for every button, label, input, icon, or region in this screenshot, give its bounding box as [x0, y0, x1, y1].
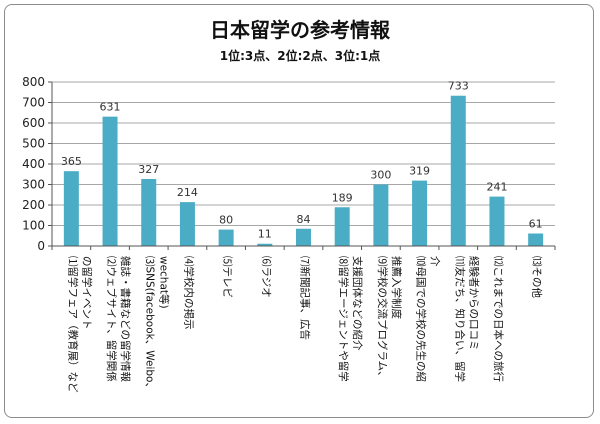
x-tick-label: ⑶SNS(facebook、Weibo、	[144, 256, 157, 393]
x-tick-label: 支援団体などの紹介	[351, 256, 364, 351]
x-tick-label: wechat等)	[158, 256, 171, 309]
bar	[218, 229, 234, 246]
data-label: 80	[219, 214, 233, 227]
y-tick-label: 0	[37, 239, 45, 253]
x-tick-label: 経験者からの口コミ	[467, 256, 480, 351]
y-tick-label: 800	[22, 75, 45, 89]
bar	[450, 95, 466, 246]
bar	[141, 178, 157, 246]
y-tick-label: 600	[22, 116, 45, 130]
bar	[489, 196, 505, 246]
x-tick-label: ⑷学校内の掲示	[182, 256, 195, 330]
y-tick-label: 300	[22, 178, 45, 192]
bar	[102, 116, 118, 247]
data-label: 11	[258, 228, 272, 241]
x-tick-label: の留学イベント	[80, 256, 93, 330]
data-label: 300	[370, 169, 391, 182]
y-tick-label: 500	[22, 137, 45, 151]
data-label: 214	[177, 186, 198, 199]
x-tick-label: ⑻留学エージェントや留学	[337, 256, 350, 382]
x-tick-label: 推薦入学制度	[390, 256, 403, 319]
x-tick-label: ⑹ラジオ	[260, 256, 273, 298]
x-tick-label: 介	[429, 256, 441, 267]
bar	[179, 202, 195, 246]
data-label: 189	[332, 191, 353, 204]
data-label: 84	[297, 213, 311, 226]
bar	[528, 233, 544, 246]
bar	[373, 184, 389, 246]
data-label: 61	[529, 217, 543, 230]
x-tick-label: ⑵ウェブサイト、留学関係	[105, 256, 118, 382]
x-tick-label: ⒀その他	[531, 256, 544, 298]
x-tick-label: ⑺新聞記事、広告	[299, 256, 312, 340]
y-tick-label: 200	[22, 198, 45, 212]
chart-subtitle: 1位:3点、2位:2点、3位:1点	[220, 48, 381, 63]
x-tick-label: ⑴留学フェア（教育展）など	[66, 256, 79, 393]
x-tick-label: 雑誌・書籍などの留学情報	[119, 256, 132, 382]
x-tick-label: ⑽母国での学校の先生の紹	[415, 256, 428, 382]
bar	[63, 171, 79, 246]
data-label: 319	[409, 165, 430, 178]
x-tick-label: ⑾友だち、知り合い、留学	[453, 256, 466, 382]
data-label: 327	[138, 163, 159, 176]
bar	[334, 207, 350, 246]
y-tick-label: 100	[22, 219, 45, 233]
bar	[412, 180, 428, 246]
x-tick-label: ⑿これまでの日本への旅行	[492, 256, 505, 382]
bar	[296, 228, 311, 246]
data-label: 631	[100, 101, 121, 114]
y-tick-label: 700	[22, 96, 45, 110]
bar	[257, 243, 273, 246]
data-label: 733	[448, 80, 469, 93]
data-label: 241	[486, 181, 507, 194]
x-tick-label: ⑸テレビ	[221, 256, 233, 298]
y-tick-label: 400	[22, 157, 45, 171]
chart-title: 日本留学の参考情報	[210, 18, 391, 42]
x-tick-label: ⑼学校の交流プログラム、	[376, 256, 389, 382]
data-label: 365	[61, 155, 82, 168]
